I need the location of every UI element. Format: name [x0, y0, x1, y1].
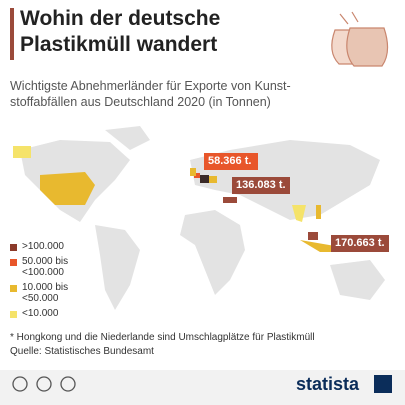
- australia: [330, 260, 385, 300]
- country-vietnam: [316, 205, 321, 219]
- country-malaysia: [308, 232, 318, 240]
- legend-line: 10.000 bis: [22, 282, 69, 293]
- legend-swatch: [10, 285, 17, 292]
- country-india: [292, 205, 306, 222]
- legend-swatch: [10, 259, 17, 266]
- country-canada: [13, 146, 31, 158]
- country-turkey: [223, 197, 237, 203]
- legend-label: 50.000 bis <100.000: [22, 256, 68, 278]
- subtitle: Wichtigste Abnehmerländer für Exporte vo…: [10, 78, 291, 110]
- callout-label: 170.663 t.: [335, 237, 385, 249]
- callout-box: [204, 153, 258, 170]
- highlighted-countries: [13, 146, 350, 252]
- legend-swatch: [10, 244, 17, 251]
- callout-label: 136.083 t.: [236, 179, 286, 191]
- legend-line: 50.000 bis: [22, 256, 69, 267]
- bag: [346, 27, 389, 67]
- cc-icon: [12, 376, 28, 392]
- legend-swatch: [10, 311, 17, 318]
- source: Quelle: Statistisches Bundesamt: [10, 346, 154, 357]
- south-america: [95, 225, 140, 310]
- footnote: * Hongkong und die Niederlande sind Umsc…: [10, 332, 315, 343]
- legend-label: 10.000 bis <50.000: [22, 282, 68, 304]
- brand-logo: [374, 375, 392, 393]
- footer-bar: [0, 370, 405, 405]
- callout-box: [232, 177, 290, 194]
- callout-label: 58.366 t.: [208, 155, 252, 167]
- greenland: [105, 126, 150, 150]
- brand-name: statista: [296, 374, 360, 394]
- country-netherlands: [194, 173, 200, 178]
- title: Wohin der deutsche Plastikmüll wandert: [20, 6, 220, 58]
- license-icons: [12, 376, 76, 392]
- nd-icon: [60, 376, 76, 392]
- country-germany: [200, 175, 209, 183]
- legend-label: <10.000: [22, 308, 59, 319]
- callout-box: [331, 235, 389, 252]
- subtitle-line: stoffabfällen aus Deutschland 2020 (in T…: [10, 95, 271, 109]
- legend-line: <50.000: [22, 293, 59, 304]
- country-uk: [190, 168, 196, 176]
- legend-line: <100.000: [22, 267, 64, 278]
- country-usa: [40, 172, 95, 205]
- title-line: Plastikmüll wandert: [20, 33, 218, 56]
- legend-label: >100.000: [22, 241, 64, 252]
- subtitle-line: Wichtigste Abnehmerländer für Exporte vo…: [10, 79, 291, 93]
- bag-icon: [331, 11, 389, 67]
- africa: [180, 210, 245, 295]
- accent-bar: [10, 8, 14, 60]
- bag-tie: [339, 11, 359, 25]
- title-line: Wohin der deutsche: [20, 7, 221, 30]
- world-map: [20, 126, 385, 310]
- by-icon: [36, 376, 52, 392]
- country-poland: [209, 176, 217, 183]
